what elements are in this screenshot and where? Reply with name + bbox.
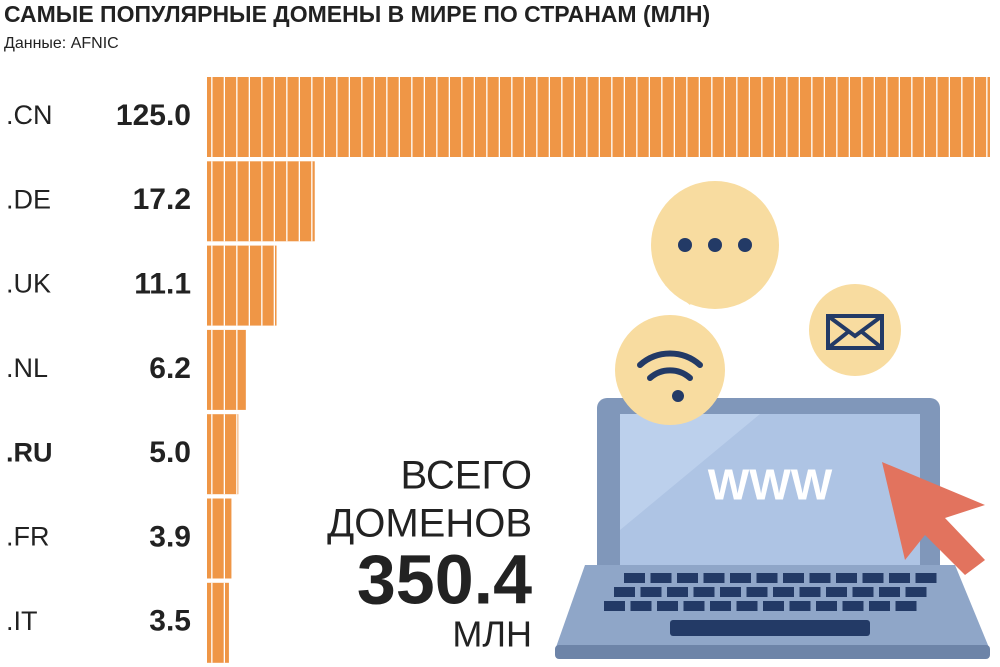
bar (207, 582, 229, 663)
category-label: .UK (6, 269, 51, 299)
category-label: .NL (6, 353, 48, 383)
source: Данные: AFNIC (4, 35, 119, 52)
total-label: ДОМЕНОВ (327, 502, 532, 546)
value-label: 5.0 (149, 436, 191, 469)
value-label: 3.9 (149, 520, 191, 553)
bar (207, 414, 239, 495)
chart-title: САМЫЕ ПОПУЛЯРНЫЕ ДОМЕНЫ В МИРЕ ПО СТРАНА… (4, 1, 710, 27)
screen-text: WWW (708, 461, 833, 510)
total-label: ВСЕГО (401, 454, 532, 498)
category-label: .IT (6, 606, 38, 636)
value-label: 125.0 (116, 99, 191, 132)
category-label: .CN (6, 100, 53, 130)
bar (207, 245, 277, 326)
value-label: 3.5 (149, 605, 191, 638)
category-label: .FR (6, 522, 50, 552)
bar (207, 161, 315, 242)
value-label: 6.2 (149, 352, 191, 385)
category-label: .RU (6, 437, 53, 467)
total-value: 350.4 (357, 540, 532, 618)
bar (207, 329, 246, 410)
value-label: 11.1 (134, 268, 191, 301)
value-label: 17.2 (133, 183, 191, 216)
total-unit: МЛН (452, 614, 532, 655)
bar (207, 498, 232, 579)
illustration (555, 181, 990, 659)
category-label: .DE (6, 184, 51, 214)
bar (207, 77, 990, 157)
